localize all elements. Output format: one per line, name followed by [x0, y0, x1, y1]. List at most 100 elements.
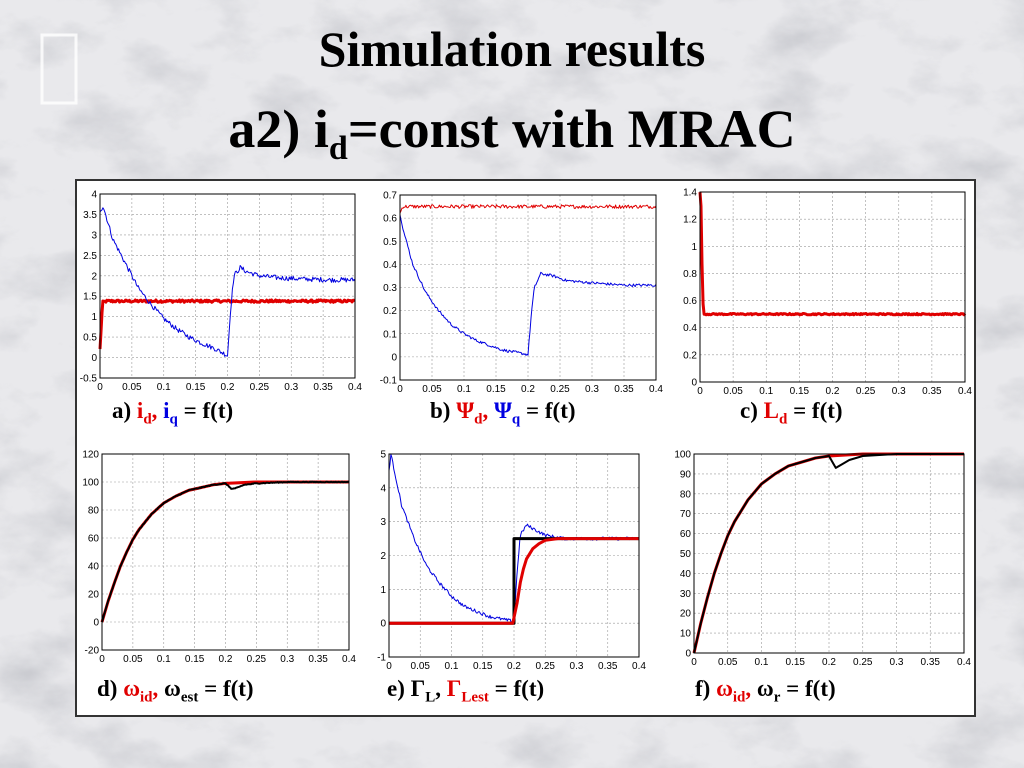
y-tick-label: 0.6: [683, 296, 697, 307]
series-line-2: [99, 207, 356, 357]
y-tick-label: 3: [91, 230, 97, 241]
x-tick-label: 0.15: [790, 386, 810, 397]
y-tick-label: 0.8: [683, 269, 697, 280]
plot-area: [700, 192, 965, 382]
caption-suffix: = f(t): [198, 676, 254, 701]
caption-separator: ,: [745, 676, 757, 701]
x-tick-label: 0.3: [585, 384, 599, 395]
x-tick-label: 0.05: [723, 386, 743, 397]
caption-subscript-1: id: [732, 689, 746, 706]
y-tick-label: 0: [380, 619, 386, 630]
y-tick-label: 0.2: [383, 306, 397, 317]
chart-2: 0 0.05 0.1 0.15 0.2 0.25 0.3 0.35 0.4-0.100.10.2…: [380, 191, 664, 396]
caption-e: e) ΓL, ΓLest = f(t): [387, 676, 544, 707]
caption-prefix: e): [387, 676, 411, 701]
y-tick-label: 30: [680, 589, 692, 600]
caption-suffix: = f(t): [780, 676, 836, 701]
caption-symbol-2: ω: [164, 676, 181, 701]
x-tick-label: 0.05: [122, 382, 142, 393]
x-tick-label: 0.1: [759, 386, 773, 397]
y-tick-label: 60: [88, 534, 100, 545]
series-line-1: [98, 298, 356, 350]
x-tick-label: 0.4: [958, 386, 972, 397]
x-tick-label: 0: [691, 657, 697, 668]
x-tick-label: 0.2: [822, 657, 836, 668]
x-tick-label: 0.25: [550, 384, 570, 395]
y-tick-label: 0.4: [683, 323, 697, 334]
y-tick-label: 0: [391, 352, 397, 363]
y-tick-label: 2: [380, 551, 386, 562]
x-tick-label: 0.05: [411, 661, 431, 672]
x-tick-label: 0.35: [308, 654, 328, 665]
caption-subscript-2: est: [180, 689, 199, 706]
x-tick-label: 0.4: [957, 657, 971, 668]
x-tick-label: 0.35: [922, 386, 942, 397]
caption-d: d) ωid, ωest = f(t): [97, 676, 254, 707]
chart-3: 0 0.05 0.1 0.15 0.2 0.25 0.3 0.35 0.4 0 0.2 0.4 0.6 0…: [683, 188, 972, 398]
caption-suffix: = f(t): [488, 676, 545, 701]
x-tick-label: 0.1: [457, 384, 471, 395]
x-tick-label: 0.05: [422, 384, 442, 395]
y-tick-label: 20: [88, 590, 100, 601]
x-tick-label: 0: [97, 382, 103, 393]
axes-frame: [99, 193, 356, 379]
axes-frame: [399, 194, 657, 381]
x-tick-label: 0.3: [570, 661, 584, 672]
x-tick-label: 0: [397, 384, 403, 395]
chart-4: 0 0.05 0.1 0.15 0.2 0.25 0.3 0.35 0.4-2002040608…: [82, 450, 356, 666]
x-tick-label: 0.15: [185, 654, 205, 665]
charts-panel: 0 0.05 0.1 0.15 0.2 0.25 0.3 0.35 0.4 -0.5 0 0.5 1 1.…: [75, 179, 976, 717]
x-tick-label: 0.35: [921, 657, 941, 668]
series-line-3: [389, 537, 639, 625]
caption-symbol-2: Ψ: [493, 398, 512, 423]
x-tick-label: 0.05: [718, 657, 738, 668]
x-tick-label: 0.1: [755, 657, 769, 668]
y-tick-label: 0: [93, 618, 99, 629]
caption-subscript-2: r: [773, 689, 781, 706]
y-tick-label: 80: [88, 506, 100, 517]
caption-symbol-1: L: [763, 398, 779, 423]
caption-prefix: c): [740, 398, 764, 423]
caption-suffix: = f(t): [787, 398, 843, 423]
x-tick-label: 0.1: [157, 654, 171, 665]
series-line-1: [399, 204, 657, 214]
x-tick-label: 0.25: [536, 661, 556, 672]
axes-frame: [101, 453, 350, 651]
y-tick-label: 50: [680, 549, 692, 560]
x-tick-label: 0.3: [890, 657, 904, 668]
y-tick-label: 1.4: [683, 188, 697, 199]
caption-suffix: = f(t): [520, 398, 576, 423]
y-tick-label: 0: [685, 649, 691, 660]
caption-subscript-1: d: [474, 411, 483, 428]
y-tick-label: 0.3: [383, 283, 397, 294]
x-tick-label: 0.05: [123, 654, 143, 665]
caption-separator: ,: [482, 398, 494, 423]
x-tick-label: 0.2: [826, 386, 840, 397]
caption-symbol-2: i: [163, 398, 170, 423]
y-tick-label: 0.5: [383, 237, 397, 248]
caption-subscript-2: Lest: [461, 689, 489, 706]
y-tick-label: -0.1: [380, 376, 398, 387]
y-tick-label: 0.4: [383, 260, 397, 271]
y-tick-label: 1.5: [83, 292, 97, 303]
y-tick-label: 4: [380, 483, 386, 494]
caption-separator: ,: [151, 398, 164, 423]
x-tick-label: 0.3: [892, 386, 906, 397]
caption-a: a) id, iq = f(t): [112, 398, 233, 429]
y-tick-label: -0.5: [80, 374, 98, 385]
x-tick-label: 0.2: [219, 654, 233, 665]
y-tick-label: 120: [82, 450, 99, 461]
slide-subtitle: a2) id=const with MRAC: [228, 99, 796, 167]
x-tick-label: 0.4: [649, 384, 663, 395]
y-tick-label: 2: [91, 271, 97, 282]
x-tick-label: 0.1: [157, 382, 171, 393]
y-tick-label: 20: [680, 609, 692, 620]
y-tick-label: 0: [691, 378, 697, 389]
caption-symbol-1: i: [136, 398, 144, 423]
y-tick-label: 0.2: [683, 350, 697, 361]
y-tick-label: 100: [82, 478, 99, 489]
series-line-2: [399, 214, 657, 356]
caption-symbol-2: ω: [756, 676, 774, 701]
y-tick-label: 40: [88, 562, 100, 573]
charts-svg: 0 0.05 0.1 0.15 0.2 0.25 0.3 0.35 0.4-0.500.511.…: [80, 188, 973, 673]
